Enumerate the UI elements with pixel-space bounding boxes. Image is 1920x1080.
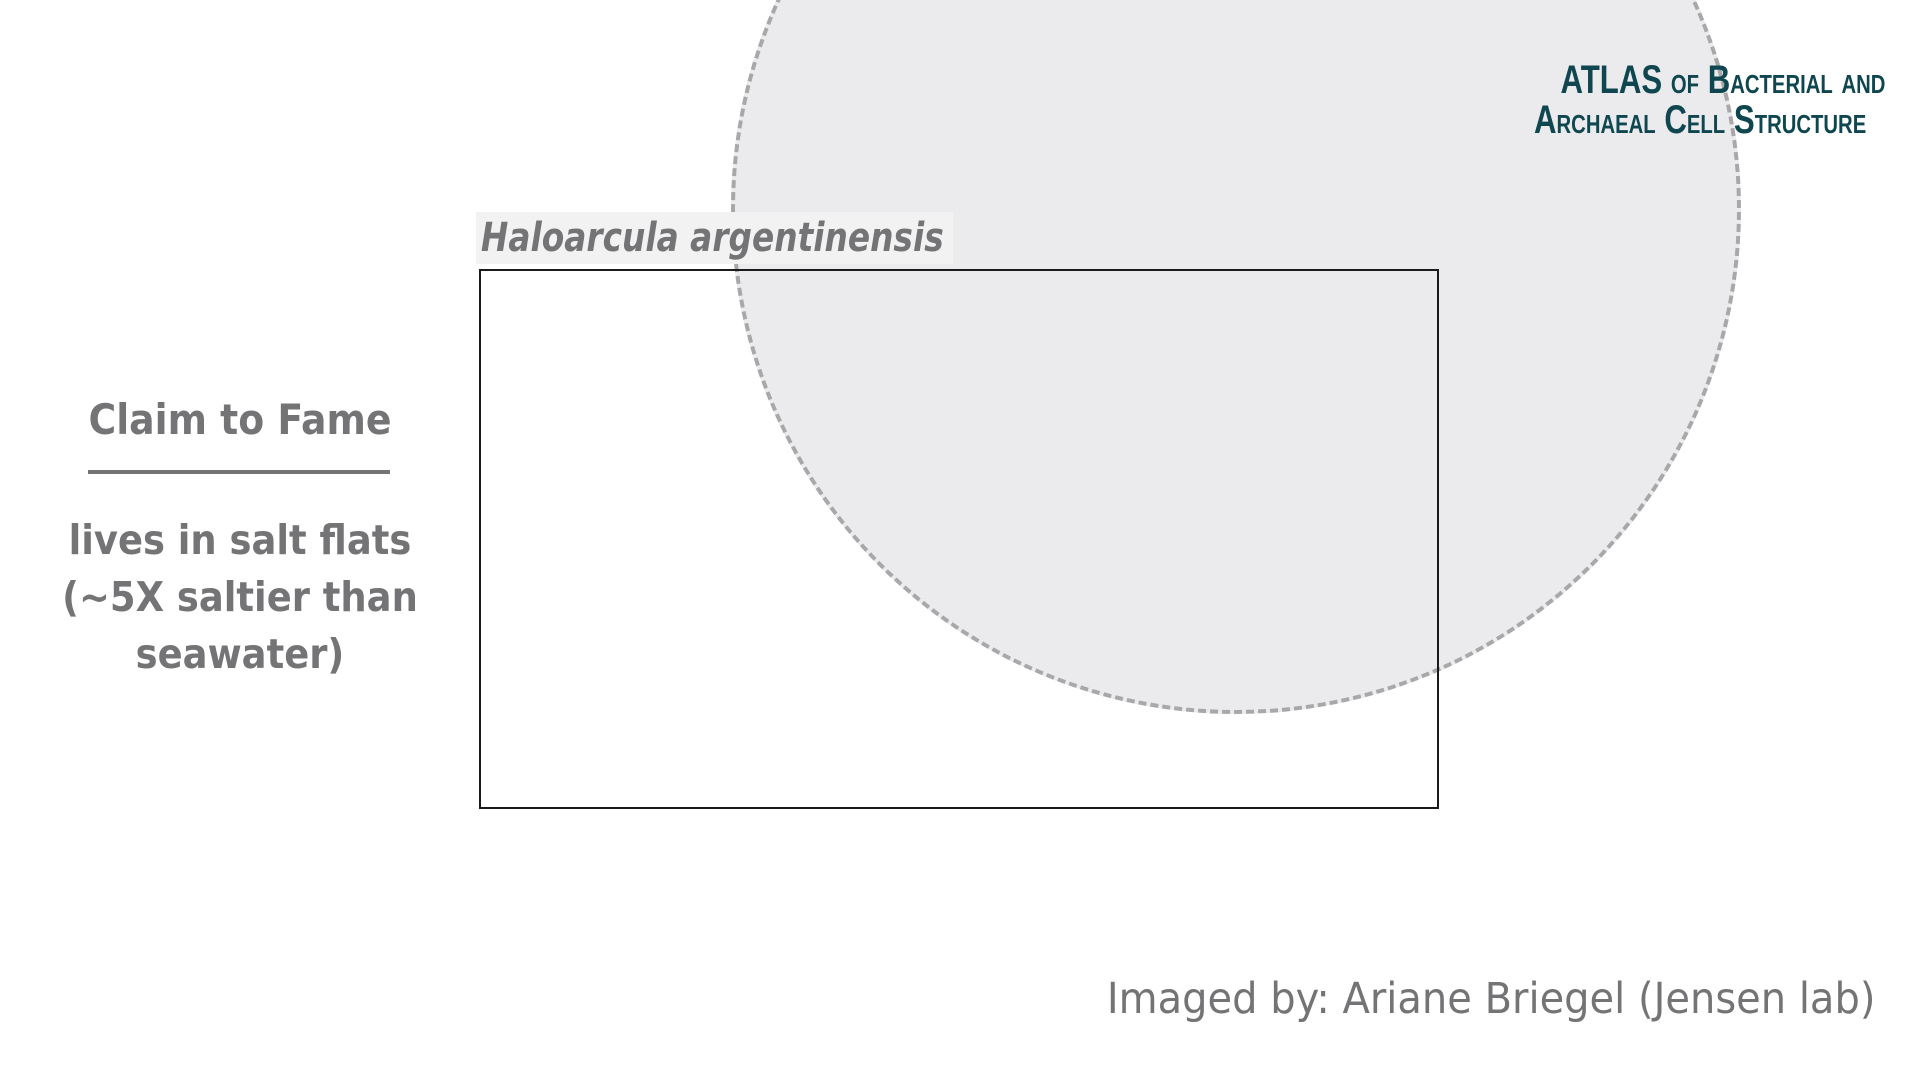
logo-letter: C: [1664, 98, 1687, 142]
logo-letter: B: [1707, 58, 1731, 102]
logo-letter: A: [1560, 58, 1581, 102]
logo-word: OF: [1670, 69, 1700, 99]
logo-word: ELL: [1686, 109, 1726, 139]
logo-word: TRUCTURE: [1754, 109, 1867, 139]
claim-line-3: seawater): [135, 630, 345, 678]
logo-line-2: ARCHAEAL CELL STRUCTURE: [1534, 98, 1866, 142]
atlas-logo: ATLAS OF BACTERIAL AND ARCHAEAL CELL STR…: [1534, 58, 1886, 142]
image-credit: Imaged by: Ariane Briegel (Jensen lab): [1106, 974, 1875, 1024]
claim-to-fame-text: lives in salt flats (~5X saltier than se…: [60, 512, 420, 683]
logo-word: ACTERIAL: [1730, 69, 1833, 99]
claim-to-fame-heading: Claim to Fame: [88, 395, 392, 444]
species-name: Haloarcula argentinensis: [476, 212, 954, 264]
heading-underline: [88, 470, 390, 474]
image-placeholder-frame: [479, 269, 1439, 809]
logo-word: TLAS: [1580, 58, 1663, 102]
claim-line-2: (~5X saltier than: [62, 573, 418, 621]
logo-word: RCHAEAL: [1556, 109, 1656, 139]
logo-letter: A: [1534, 98, 1557, 142]
claim-line-1: lives in salt flats: [68, 516, 412, 564]
logo-letter: S: [1733, 98, 1755, 142]
logo-word: AND: [1841, 69, 1886, 99]
logo-line-1: ATLAS OF BACTERIAL AND: [1534, 58, 1886, 102]
